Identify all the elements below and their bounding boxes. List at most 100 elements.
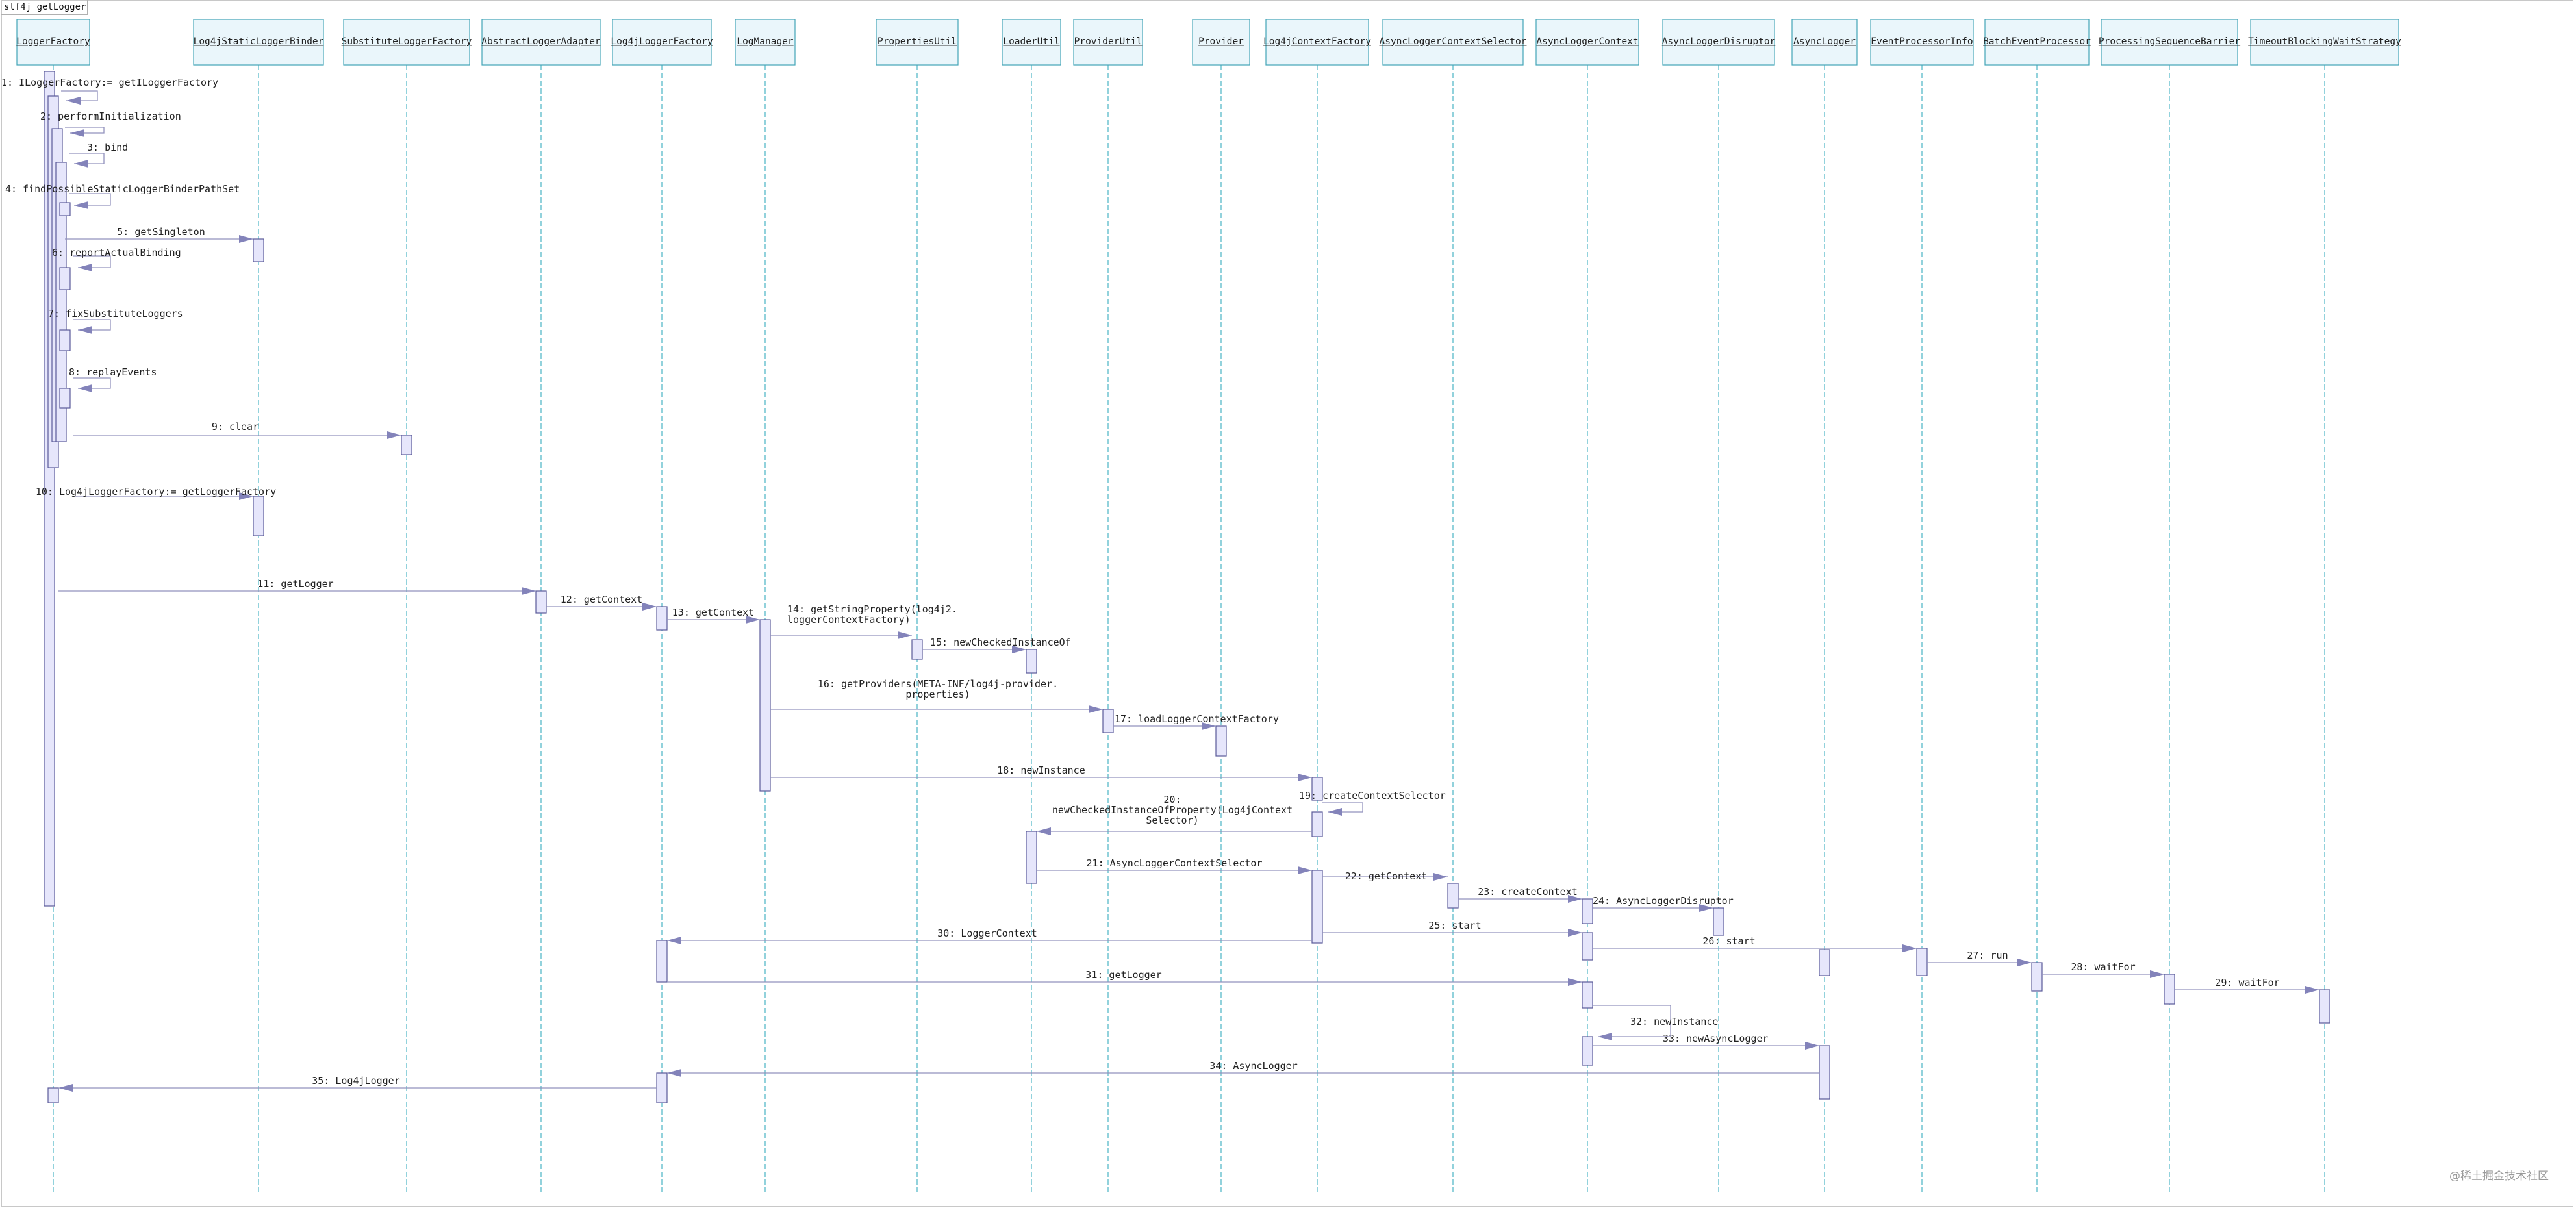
participant-log4j-logger-factory[interactable]: Log4jLoggerFactory bbox=[611, 19, 713, 66]
message-label: 7: fixSubstituteLoggers bbox=[48, 308, 183, 320]
activation-logger-factory bbox=[59, 329, 71, 351]
message-16: 16: getProviders(META-INF/log4j-provider… bbox=[770, 678, 1103, 713]
participant-label: SubstituteLoggerFactory bbox=[342, 36, 472, 47]
message-10: 10: Log4jLoggerFactory:= getLoggerFactor… bbox=[36, 486, 276, 500]
message-26: 26: start bbox=[1593, 935, 1917, 952]
message-8: 8: replayEvents bbox=[69, 366, 157, 392]
participant-label: ProviderUtil bbox=[1074, 36, 1143, 47]
message-33: 33: newAsyncLogger bbox=[1593, 1033, 1819, 1050]
message-label: 6: reportActualBinding bbox=[52, 247, 181, 258]
message-label: 21: AsyncLoggerContextSelector bbox=[1087, 857, 1263, 869]
message-label: 33: newAsyncLogger bbox=[1663, 1033, 1769, 1044]
message-23: 23: createContext bbox=[1458, 886, 1582, 903]
message-13: 13: getContext bbox=[667, 607, 760, 624]
participant-label: LogManager bbox=[737, 36, 794, 47]
activation-timeout-blocking-wait-strategy bbox=[2319, 989, 2330, 1024]
activation-loader-util bbox=[1026, 831, 1037, 884]
participant-properties-util[interactable]: PropertiesUtil bbox=[876, 19, 959, 66]
participant-label: Log4jLoggerFactory bbox=[611, 36, 713, 47]
message-28: 28: waitFor bbox=[2042, 961, 2164, 978]
message-31: 31: getLogger bbox=[667, 969, 1582, 986]
participant-abstract-logger-adapter[interactable]: AbstractLoggerAdapter bbox=[481, 19, 601, 66]
activation-properties-util bbox=[911, 639, 923, 660]
participant-async-logger-context-selector[interactable]: AsyncLoggerContextSelector bbox=[1380, 19, 1527, 66]
message-label: 11: getLogger bbox=[257, 578, 333, 590]
message-20: 20: newCheckedInstanceOfProperty(Log4jCon… bbox=[1037, 794, 1312, 835]
message-12: 12: getContext bbox=[546, 594, 657, 611]
message-label: 5: getSingleton bbox=[117, 226, 205, 238]
activation-async-logger-context bbox=[1582, 932, 1593, 961]
message-label: 12: getContext bbox=[561, 594, 642, 605]
message-label: 23: createContext bbox=[1478, 886, 1578, 898]
activation-log4j-context-factory bbox=[1311, 870, 1323, 944]
participant-log-manager[interactable]: LogManager bbox=[735, 19, 796, 66]
participant-loader-util[interactable]: LoaderUtil bbox=[1002, 19, 1061, 66]
message-2: 2: performInitialization bbox=[40, 110, 181, 137]
participant-label: Log4jStaticLoggerBinder bbox=[194, 36, 324, 47]
participant-label: AsyncLogger bbox=[1793, 36, 1856, 47]
message-7: 7: fixSubstituteLoggers bbox=[48, 308, 183, 334]
diagram-title: slf4j_getLogger bbox=[1, 0, 88, 15]
participant-label: ProcessingSequenceBarrier bbox=[2099, 36, 2241, 47]
message-label: 14: getStringProperty(log4j2. loggerConte… bbox=[787, 603, 957, 625]
message-label: 27: run bbox=[1967, 950, 2008, 961]
activation-logger-factory bbox=[59, 202, 71, 216]
activation-loader-util bbox=[1026, 649, 1037, 674]
participant-label: Provider bbox=[1198, 36, 1244, 47]
participant-async-logger-context[interactable]: AsyncLoggerContext bbox=[1535, 19, 1639, 66]
message-34: 34: AsyncLogger bbox=[667, 1060, 1819, 1077]
message-24: 24: AsyncLoggerDisruptor bbox=[1593, 895, 1734, 912]
activation-logger-factory bbox=[59, 267, 71, 290]
message-label: 18: newInstance bbox=[997, 764, 1085, 776]
message-18: 18: newInstance bbox=[770, 764, 1312, 781]
message-11: 11: getLogger bbox=[58, 578, 536, 595]
message-27: 27: run bbox=[1927, 950, 2032, 966]
watermark: @稀土掘金技术社区 bbox=[2449, 1170, 2549, 1183]
participant-label: AsyncLoggerContextSelector bbox=[1380, 36, 1527, 47]
message-14: 14: getStringProperty(log4j2. loggerConte… bbox=[770, 603, 957, 639]
message-label: 4: findPossibleStaticLoggerBinderPathSet bbox=[5, 183, 240, 195]
participant-substitute-logger-factory[interactable]: SubstituteLoggerFactory bbox=[342, 19, 472, 66]
participant-timeout-blocking-wait-strategy[interactable]: TimeoutBlockingWaitStrategy bbox=[2248, 19, 2401, 66]
participant-log4j-context-factory[interactable]: Log4jContextFactory bbox=[1263, 19, 1371, 66]
message-label: 24: AsyncLoggerDisruptor bbox=[1593, 895, 1734, 907]
message-label: 28: waitFor bbox=[2071, 961, 2135, 973]
message-32: 32: newInstance bbox=[1593, 1005, 1718, 1040]
activation-logger-factory bbox=[59, 388, 71, 409]
participant-event-processor-info[interactable]: EventProcessorInfo bbox=[1870, 19, 1974, 66]
participant-log4j-static-logger-binder[interactable]: Log4jStaticLoggerBinder bbox=[193, 19, 324, 66]
activation-abstract-logger-adapter bbox=[535, 590, 547, 614]
activation-log4j-logger-factory bbox=[656, 606, 668, 631]
activation-provider-util bbox=[1102, 709, 1114, 733]
activation-log-manager bbox=[759, 619, 771, 792]
message-9: 9: clear bbox=[73, 421, 401, 439]
participant-processing-sequence-barrier[interactable]: ProcessingSequenceBarrier bbox=[2099, 19, 2241, 66]
participant-batch-event-processor[interactable]: BatchEventProcessor bbox=[1983, 19, 2091, 66]
message-label: 34: AsyncLogger bbox=[1209, 1060, 1297, 1072]
message-22: 22: getContext bbox=[1322, 870, 1448, 882]
message-label: 10: Log4jLoggerFactory:= getLoggerFactor… bbox=[36, 486, 276, 498]
message-35: 35: Log4jLogger bbox=[58, 1075, 657, 1092]
message-label: 3: bind bbox=[87, 142, 128, 153]
message-1: 1: ILoggerFactory:= getILoggerFactory bbox=[1, 77, 218, 105]
participant-async-logger[interactable]: AsyncLogger bbox=[1791, 19, 1858, 66]
participant-label: AsyncLoggerDisruptor bbox=[1662, 36, 1776, 47]
message-label: 16: getProviders(META-INF/log4j-provider… bbox=[818, 678, 1058, 700]
message-label: 20: newCheckedInstanceOfProperty(Log4jCon… bbox=[1052, 794, 1293, 826]
activation-log4j-context-factory bbox=[1311, 777, 1323, 801]
participant-provider-util[interactable]: ProviderUtil bbox=[1073, 19, 1143, 66]
message-label: 2: performInitialization bbox=[40, 110, 181, 122]
participant-provider[interactable]: Provider bbox=[1192, 19, 1250, 66]
activation-processing-sequence-barrier bbox=[2164, 974, 2175, 1005]
message-6: 6: reportActualBinding bbox=[52, 247, 181, 271]
message-label: 1: ILoggerFactory:= getILoggerFactory bbox=[1, 77, 218, 88]
message-3: 3: bind bbox=[69, 142, 128, 168]
participant-async-logger-disruptor[interactable]: AsyncLoggerDisruptor bbox=[1662, 19, 1776, 66]
participant-logger-factory[interactable]: LoggerFactory bbox=[16, 19, 90, 66]
participant-label: TimeoutBlockingWaitStrategy bbox=[2248, 36, 2401, 47]
participant-label: LoggerFactory bbox=[16, 36, 90, 47]
message-label: 15: newCheckedInstanceOf bbox=[930, 637, 1071, 648]
message-5: 5: getSingleton bbox=[65, 226, 253, 243]
message-label: 17: loadLoggerContextFactory bbox=[1115, 713, 1279, 725]
